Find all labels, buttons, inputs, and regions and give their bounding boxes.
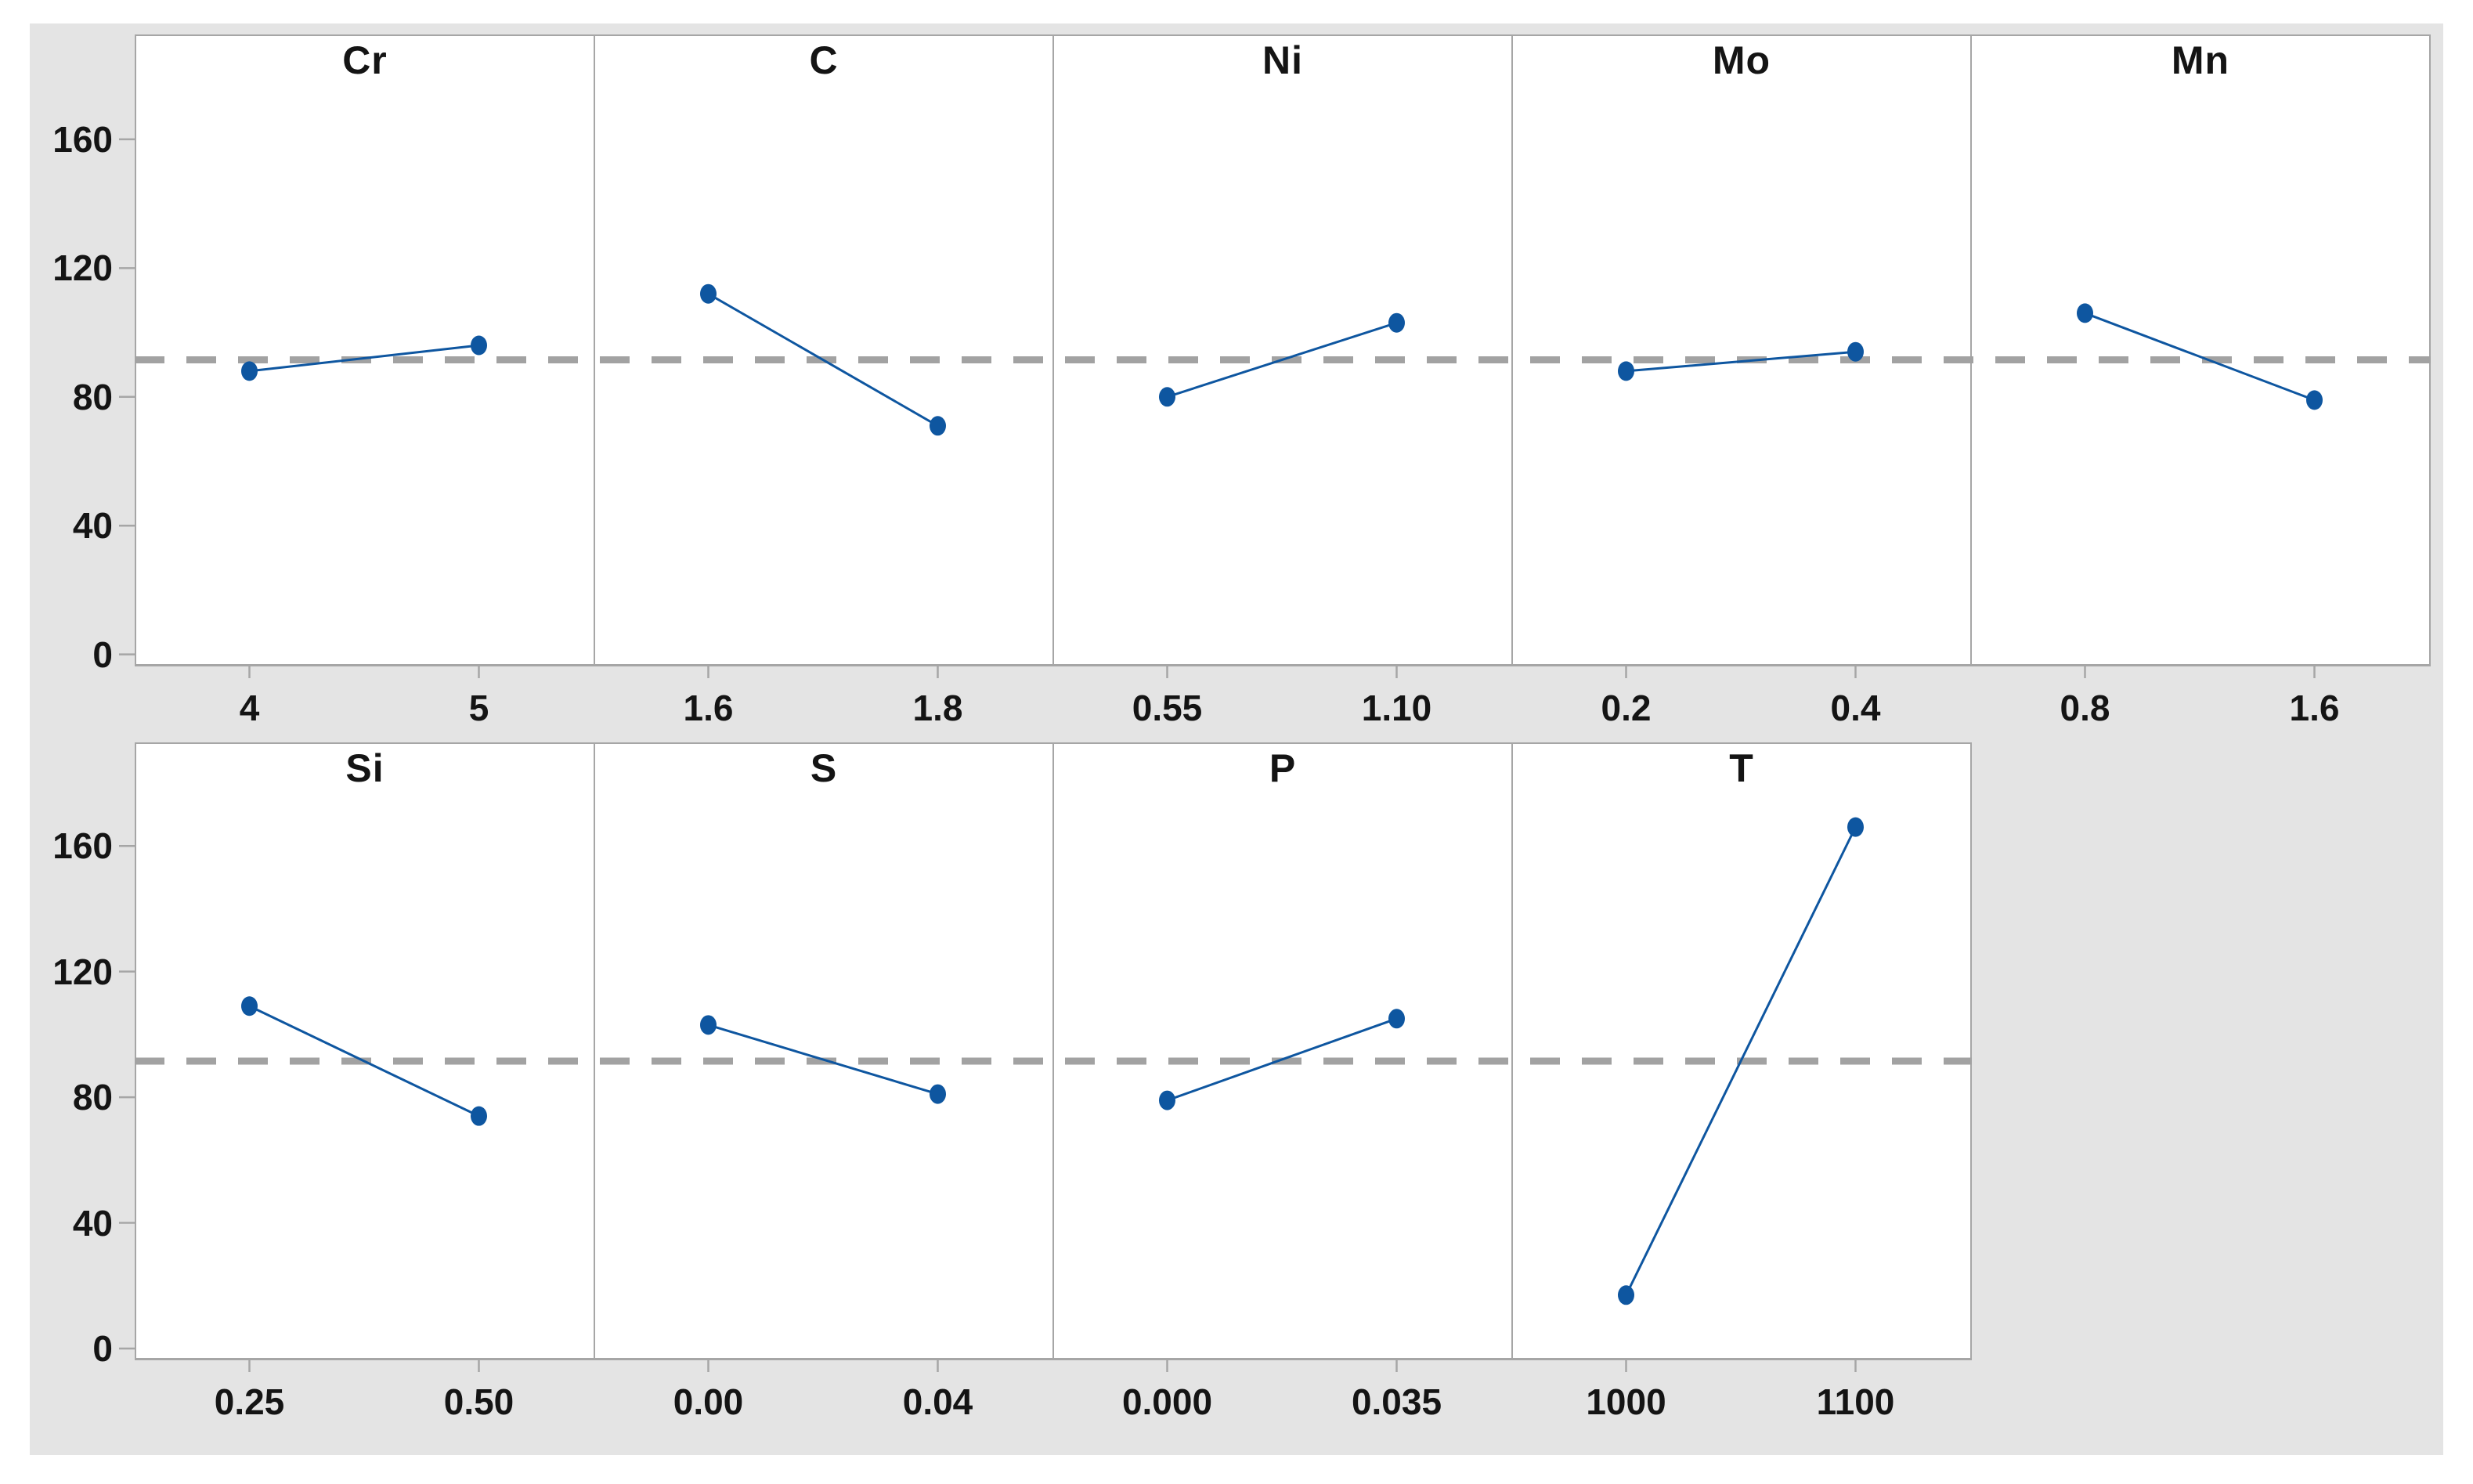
x-tick-label-C-0: 1.6 bbox=[683, 688, 734, 728]
panel-header-C: C bbox=[594, 34, 1054, 86]
x-tick-label-S-1: 0.04 bbox=[902, 1381, 973, 1422]
panel-header-Mn: Mn bbox=[1970, 34, 2431, 86]
y-tick-label: 160 bbox=[52, 118, 113, 160]
y-tick-label: 80 bbox=[72, 1077, 113, 1118]
x-tick-label-S-0: 0.00 bbox=[673, 1381, 744, 1422]
panel-header-Mo: Mo bbox=[1511, 34, 1972, 86]
panel-plot-area-Ni bbox=[1052, 85, 1513, 666]
x-tick-label-Mo-1: 0.4 bbox=[1830, 688, 1881, 728]
x-tick-label-T-1: 1100 bbox=[1816, 1381, 1895, 1422]
panel-plot-area-Mo bbox=[1511, 85, 1972, 666]
x-tick-label-P-1: 0.035 bbox=[1351, 1381, 1442, 1422]
panel-plot-area-Cr bbox=[135, 85, 595, 666]
y-tick-label: 160 bbox=[52, 825, 113, 867]
x-tick-label-C-1: 1.8 bbox=[912, 688, 963, 728]
panel-header-Si: Si bbox=[135, 742, 595, 794]
y-tick-label: 120 bbox=[52, 247, 113, 289]
y-tick-label: 40 bbox=[72, 1202, 113, 1244]
panel-plot-area-T bbox=[1511, 793, 1972, 1360]
panel-header-T: T bbox=[1511, 742, 1972, 794]
panel-header-Cr: Cr bbox=[135, 34, 595, 86]
y-tick-label: 0 bbox=[92, 1327, 113, 1369]
y-tick-label: 120 bbox=[52, 951, 113, 992]
panel-header-S: S bbox=[594, 742, 1054, 794]
x-tick-label-Si-1: 0.50 bbox=[443, 1381, 514, 1422]
x-tick-label-Cr-1: 5 bbox=[468, 688, 489, 728]
x-tick-label-P-0: 0.000 bbox=[1121, 1381, 1213, 1422]
x-tick-label-Ni-1: 1.10 bbox=[1361, 688, 1432, 728]
x-tick-label-Cr-0: 4 bbox=[239, 688, 260, 728]
panel-plot-area-C bbox=[594, 85, 1054, 666]
x-tick-label-Mn-1: 1.6 bbox=[2289, 688, 2340, 728]
panel-plot-area-Mn bbox=[1970, 85, 2431, 666]
x-tick-label-Ni-0: 0.55 bbox=[1132, 688, 1203, 728]
y-tick-label: 80 bbox=[72, 376, 113, 417]
x-tick-label-Si-0: 0.25 bbox=[214, 1381, 285, 1422]
y-tick-label: 40 bbox=[72, 505, 113, 547]
panel-header-P: P bbox=[1052, 742, 1513, 794]
x-tick-label-Mn-0: 0.8 bbox=[2060, 688, 2110, 728]
panel-plot-area-S bbox=[594, 793, 1054, 1360]
y-tick-label: 0 bbox=[92, 634, 113, 675]
panel-header-Ni: Ni bbox=[1052, 34, 1513, 86]
panel-plot-area-P bbox=[1052, 793, 1513, 1360]
x-tick-label-Mo-0: 0.2 bbox=[1601, 688, 1652, 728]
panel-plot-area-Si bbox=[135, 793, 595, 1360]
x-tick-label-T-0: 1000 bbox=[1586, 1381, 1666, 1422]
